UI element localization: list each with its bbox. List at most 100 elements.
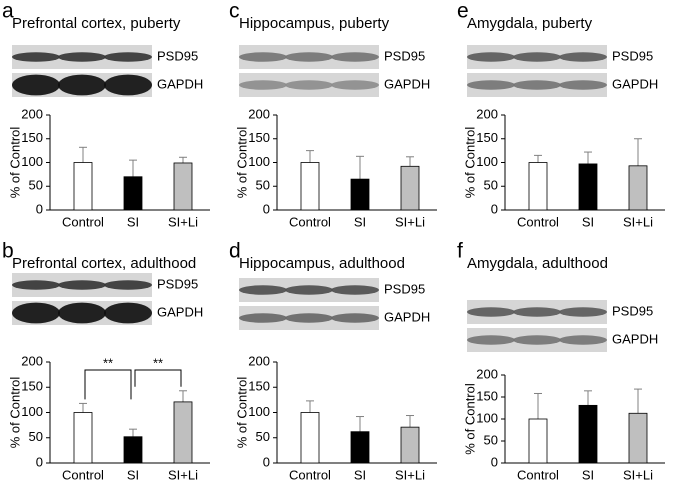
- bar: [578, 163, 598, 211]
- blot-label: GAPDH: [612, 331, 658, 346]
- x-tick-label: SI+Li: [623, 467, 653, 482]
- bar: [578, 404, 598, 464]
- blot-band: [285, 80, 333, 90]
- x-tick-label: Control: [289, 214, 331, 229]
- y-tick-label: 200: [21, 106, 43, 121]
- significance-bracket: [84, 369, 132, 400]
- significance-label: **: [103, 355, 113, 370]
- significance-bracket: [134, 369, 182, 387]
- bar: [300, 162, 320, 211]
- blot-band: [239, 313, 287, 323]
- panel-title: Prefrontal cortex, puberty: [12, 15, 181, 32]
- x-tick-label: Control: [289, 467, 331, 482]
- y-axis-label: % of Control: [462, 127, 477, 199]
- x-tick-label: SI: [127, 467, 139, 482]
- panel-title: Amygdala, adulthood: [467, 255, 608, 272]
- blot-band: [58, 74, 106, 96]
- bar: [528, 162, 548, 211]
- x-tick-label: SI+Li: [168, 214, 198, 229]
- blot-band: [467, 80, 515, 90]
- blot-label: PSD95: [157, 276, 198, 291]
- blot-band: [331, 80, 379, 90]
- x-tick-label: SI: [582, 214, 594, 229]
- y-tick-label: 0: [36, 454, 43, 469]
- blot-band: [331, 52, 379, 62]
- x-tick-label: Control: [62, 467, 104, 482]
- y-tick-label: 0: [491, 454, 498, 469]
- blot-band: [239, 80, 287, 90]
- blot-band: [285, 285, 333, 295]
- blot-label: PSD95: [157, 48, 198, 63]
- bar: [628, 412, 648, 464]
- y-tick-label: 50: [484, 178, 498, 193]
- y-tick-label: 100: [248, 404, 270, 419]
- bar: [73, 162, 93, 211]
- x-tick-label: SI+Li: [395, 467, 425, 482]
- blot-band: [559, 52, 607, 62]
- bar: [628, 165, 648, 211]
- y-tick-label: 100: [21, 404, 43, 419]
- y-tick-label: 50: [29, 178, 43, 193]
- blot-band: [559, 80, 607, 90]
- blot-band: [12, 302, 60, 324]
- blot-band: [104, 280, 152, 290]
- panel-title: Amygdala, puberty: [467, 15, 593, 32]
- blot-label: GAPDH: [612, 76, 658, 91]
- y-tick-label: 0: [491, 201, 498, 216]
- blot-label: GAPDH: [384, 309, 430, 324]
- panel-letter: f: [457, 240, 463, 263]
- panel-letter: b: [2, 240, 14, 263]
- bar: [123, 436, 143, 464]
- y-tick-label: 200: [476, 106, 498, 121]
- x-tick-label: SI+Li: [395, 214, 425, 229]
- blot-band: [559, 335, 607, 345]
- y-tick-label: 200: [248, 106, 270, 121]
- y-axis-label: % of Control: [234, 127, 249, 199]
- bar: [73, 412, 93, 464]
- y-tick-label: 50: [29, 429, 43, 444]
- bar: [350, 431, 370, 464]
- blot-band: [285, 313, 333, 323]
- blot-label: PSD95: [384, 48, 425, 63]
- blot-band: [467, 307, 515, 317]
- panel-letter: c: [229, 0, 240, 23]
- blot-band: [559, 307, 607, 317]
- blot-label: PSD95: [612, 48, 653, 63]
- blot-band: [513, 80, 561, 90]
- y-tick-label: 0: [36, 201, 43, 216]
- blot-band: [12, 280, 60, 290]
- x-tick-label: SI+Li: [623, 214, 653, 229]
- blot-label: GAPDH: [384, 76, 430, 91]
- blot-label: PSD95: [384, 281, 425, 296]
- blot-band: [104, 52, 152, 62]
- y-tick-label: 100: [476, 154, 498, 169]
- y-tick-label: 150: [476, 388, 498, 403]
- y-tick-label: 100: [21, 154, 43, 169]
- y-tick-label: 150: [21, 130, 43, 145]
- bar: [173, 162, 193, 211]
- y-tick-label: 150: [21, 379, 43, 394]
- panel-letter: e: [457, 0, 469, 23]
- y-tick-label: 200: [476, 366, 498, 381]
- y-tick-label: 0: [263, 201, 270, 216]
- bar: [400, 165, 420, 211]
- y-axis-label: % of Control: [234, 377, 249, 449]
- y-tick-label: 50: [484, 432, 498, 447]
- blot-band: [104, 302, 152, 324]
- x-tick-label: SI: [354, 467, 366, 482]
- x-tick-label: Control: [62, 214, 104, 229]
- bar: [123, 176, 143, 211]
- x-tick-label: Control: [517, 214, 559, 229]
- panel-letter: d: [229, 240, 241, 263]
- y-tick-label: 150: [476, 130, 498, 145]
- blot-band: [285, 52, 333, 62]
- blot-band: [12, 52, 60, 62]
- blot-band: [12, 74, 60, 96]
- blot-band: [513, 52, 561, 62]
- blot-band: [58, 280, 106, 290]
- blot-band: [467, 52, 515, 62]
- blot-label: GAPDH: [157, 304, 203, 319]
- x-tick-label: Control: [517, 467, 559, 482]
- blot-band: [513, 335, 561, 345]
- y-axis-label: % of Control: [462, 383, 477, 455]
